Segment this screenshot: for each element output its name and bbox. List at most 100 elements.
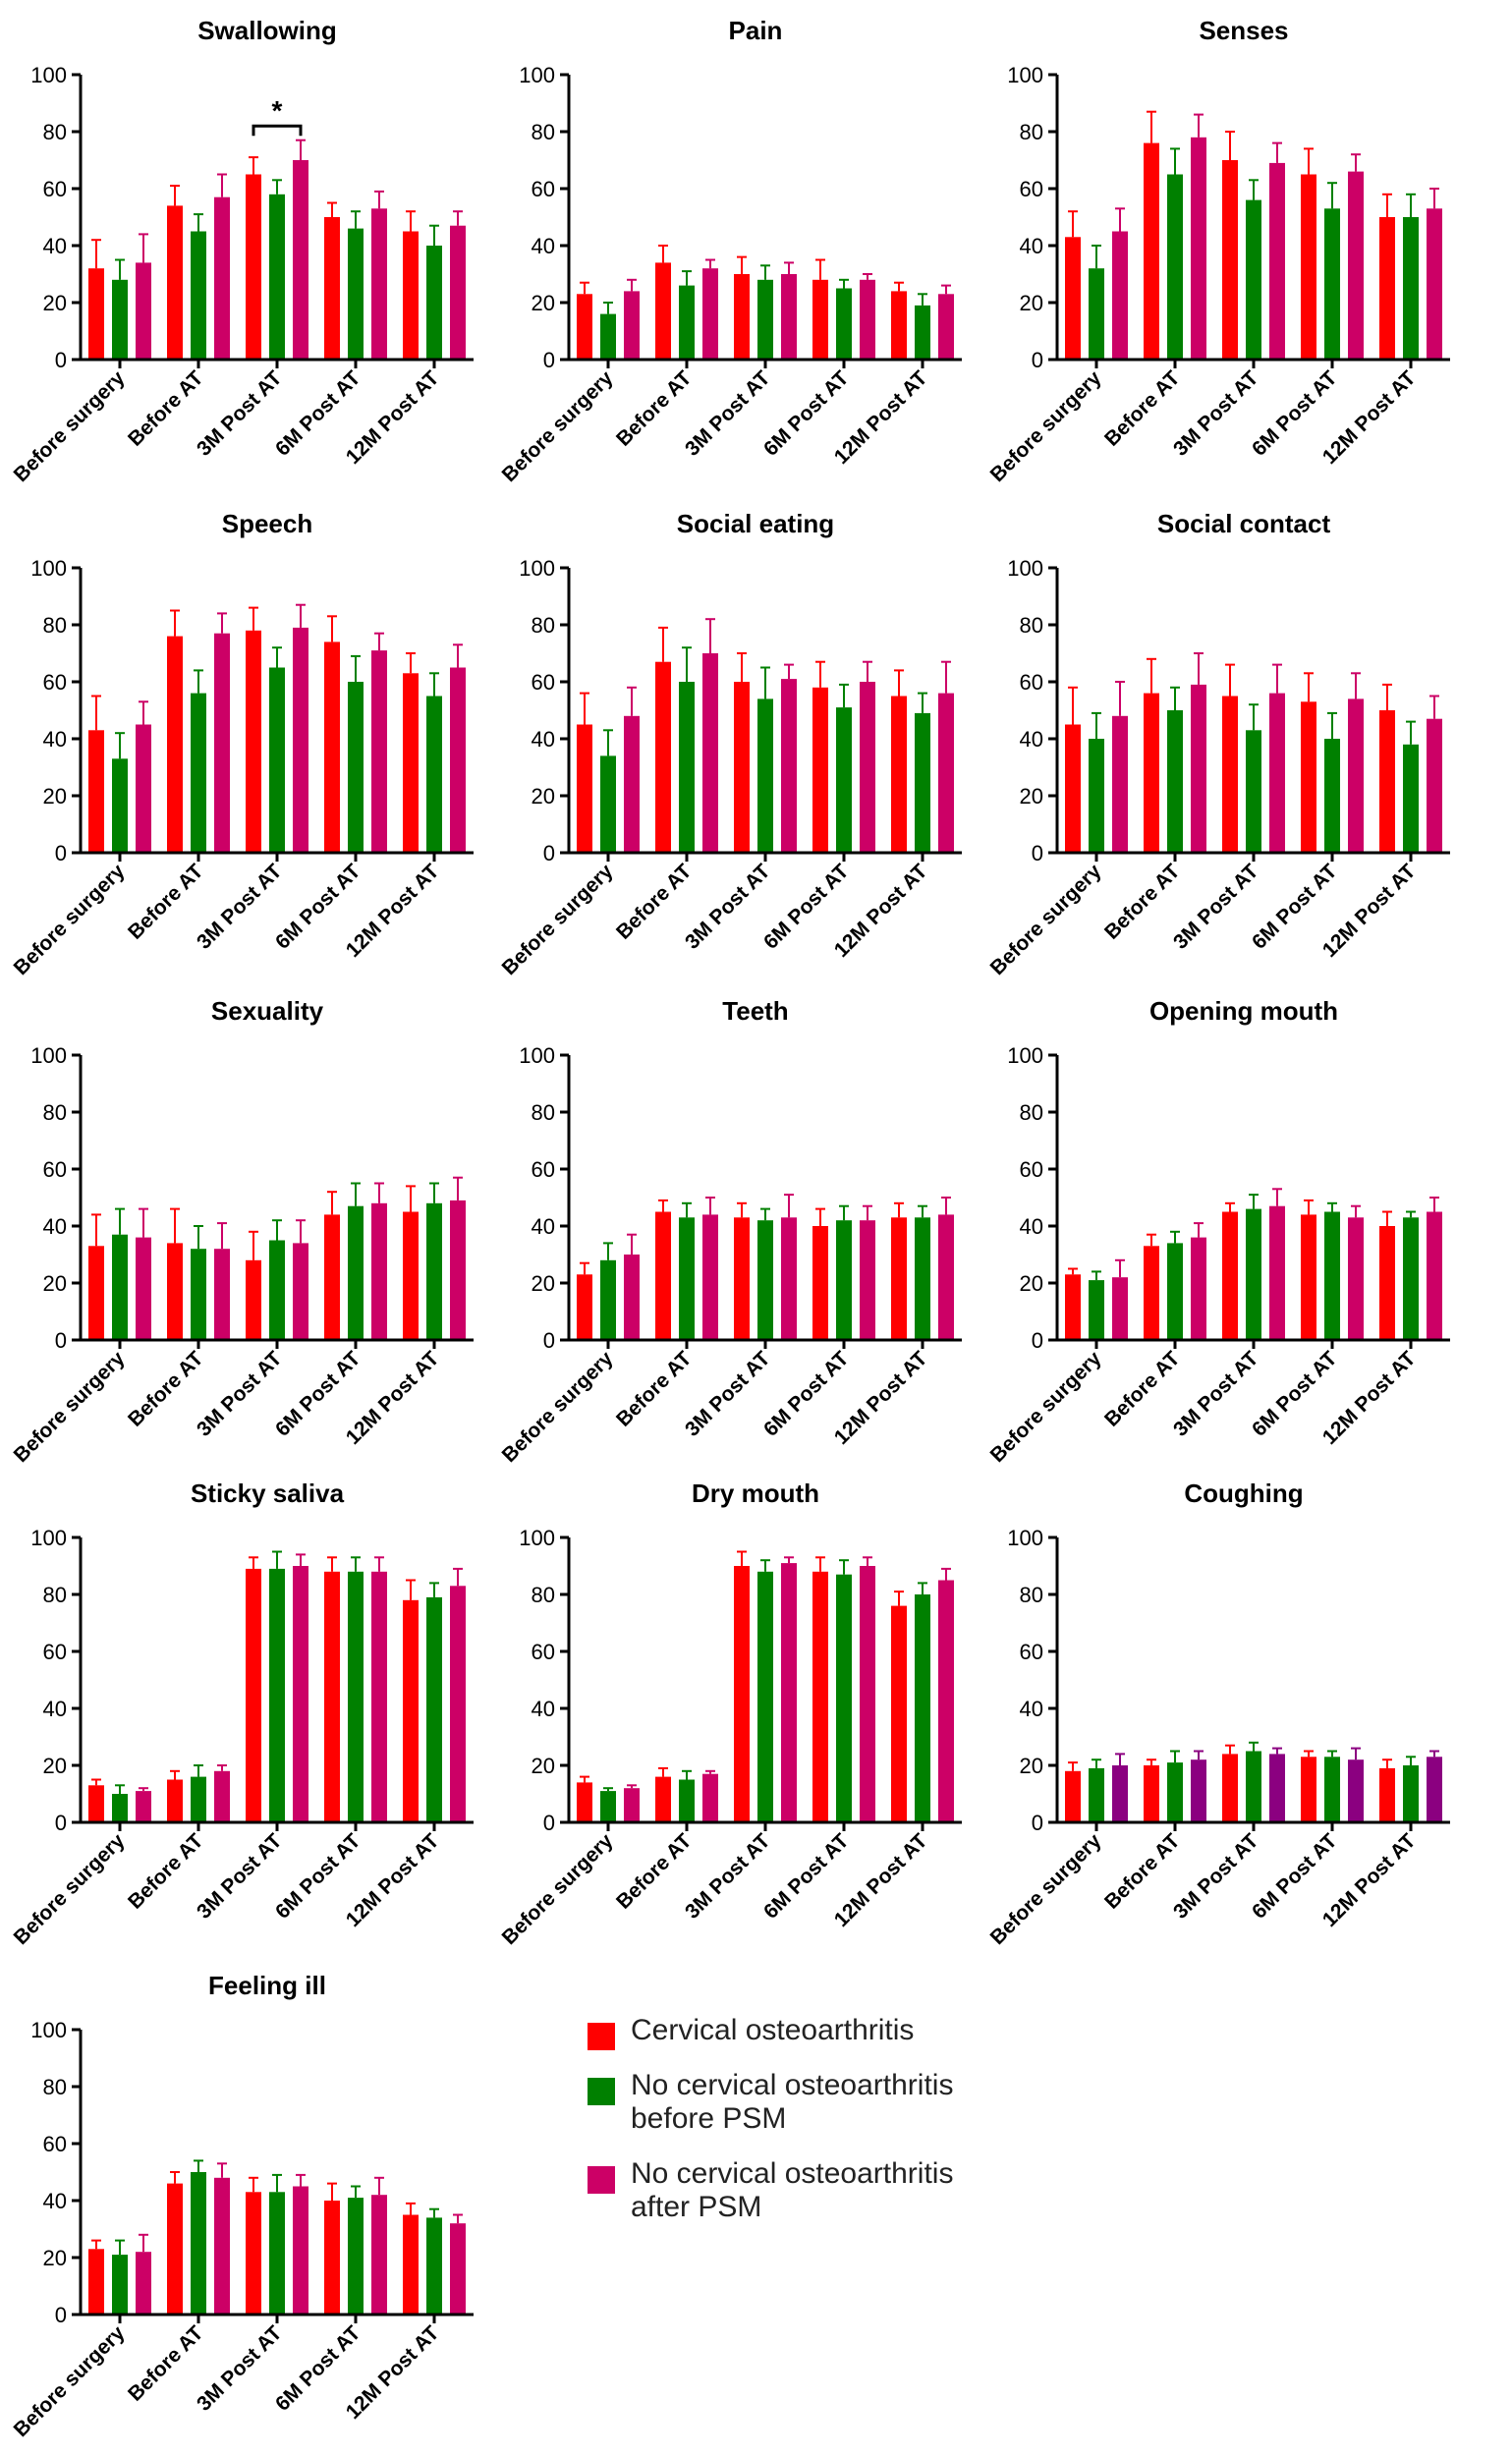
y-tick-label: 20 (532, 1754, 555, 1778)
x-tick-label: Before AT (1100, 366, 1185, 451)
bar (293, 2186, 308, 2315)
significance-bracket (252, 124, 303, 137)
bar (293, 160, 308, 360)
y-tick-label: 40 (1020, 1214, 1043, 1239)
y-tick-label: 100 (1007, 556, 1043, 581)
y-tick-label: 40 (43, 1214, 67, 1239)
y-tick-label: 40 (43, 2189, 67, 2213)
bar (600, 755, 616, 853)
bar (269, 2192, 285, 2315)
bar (191, 693, 206, 853)
bar (426, 1596, 442, 1822)
bar (938, 1214, 954, 1340)
x-tick-label: Before AT (124, 366, 208, 451)
x-tick-label: Before surgery (986, 860, 1106, 979)
bar (781, 1563, 797, 1822)
y-tick-label: 60 (43, 177, 67, 201)
bar (915, 1217, 930, 1340)
bar (450, 2223, 466, 2315)
bar (1324, 1211, 1340, 1340)
y-tick-label: 60 (532, 670, 555, 695)
bar (1324, 739, 1340, 853)
bar (1167, 1762, 1183, 1822)
legend: Cervical osteoarthritis No cervical oste… (580, 2014, 1071, 2246)
bar (269, 1568, 285, 1822)
bar (1144, 693, 1159, 853)
bar (860, 1220, 875, 1340)
bar (655, 262, 671, 360)
bar (1427, 1757, 1442, 1822)
y-tick-label: 0 (55, 1328, 67, 1353)
legend-item-cervical: Cervical osteoarthritis (580, 2014, 1071, 2050)
bar (624, 715, 640, 853)
bar (167, 1779, 183, 1822)
bar (655, 1776, 671, 1822)
legend-swatch-no-cervical-before-psm (588, 2078, 615, 2105)
y-tick-label: 40 (532, 1214, 555, 1239)
bar (702, 268, 718, 360)
x-tick-label: Before AT (124, 1829, 208, 1914)
x-tick-label: Before surgery (498, 366, 618, 486)
x-tick-label: Before AT (1100, 1829, 1185, 1914)
bar (836, 288, 852, 360)
bar (324, 217, 340, 360)
bar (426, 246, 442, 360)
bar (1167, 174, 1183, 360)
chart-title: Feeling ill (208, 1971, 326, 2000)
x-tick-label: Before surgery (10, 1347, 130, 1467)
bar (1112, 715, 1128, 853)
bar (191, 1776, 206, 1822)
legend-label-no-cervical-before-psm: No cervical osteoarthritis before PSM (631, 2069, 954, 2135)
bar (702, 653, 718, 853)
y-tick-label: 100 (30, 63, 67, 87)
bar (269, 194, 285, 360)
bar (450, 1586, 466, 1822)
y-tick-label: 100 (30, 1526, 67, 1550)
bar (371, 650, 387, 853)
bar (915, 305, 930, 360)
bar (860, 682, 875, 853)
bar (1222, 1754, 1238, 1822)
y-tick-label: 80 (532, 613, 555, 638)
bar (1191, 1759, 1206, 1822)
y-tick-label: 60 (1020, 177, 1043, 201)
x-tick-label: Before AT (612, 1347, 697, 1431)
y-tick-label: 0 (543, 348, 555, 372)
y-tick-label: 60 (532, 1640, 555, 1664)
bar (136, 1237, 151, 1340)
bar (655, 1211, 671, 1340)
bar (1403, 744, 1419, 853)
bar (403, 1211, 419, 1340)
x-tick-label: Before surgery (986, 1829, 1106, 1949)
bar (246, 630, 261, 853)
bar (1348, 698, 1364, 853)
bar (1301, 174, 1316, 360)
bar (734, 274, 750, 360)
chart-social-contact: Social contact 0 20 40 60 80 100 Before surgery… (986, 509, 1450, 979)
bar (624, 1788, 640, 1822)
bar (1427, 718, 1442, 853)
y-tick-label: 80 (43, 2075, 67, 2099)
bar (348, 228, 364, 360)
y-tick-label: 100 (1007, 1526, 1043, 1550)
bar (1222, 160, 1238, 360)
y-tick-label: 80 (43, 120, 67, 144)
bar (702, 1214, 718, 1340)
bar (836, 1220, 852, 1340)
x-tick-label: Before surgery (498, 860, 618, 979)
y-tick-label: 100 (30, 556, 67, 581)
bar (860, 279, 875, 360)
chart-swallowing: Swallowing 0 20 40 60 80 100 Before surgeryBefo… (10, 16, 474, 486)
y-tick-label: 100 (519, 1526, 555, 1550)
bar (655, 661, 671, 853)
y-tick-label: 40 (43, 727, 67, 752)
bar (167, 1243, 183, 1340)
bar (757, 1220, 773, 1340)
chart-title: Sticky saliva (191, 1479, 345, 1508)
bar (1269, 1205, 1285, 1340)
significance-star: * (272, 95, 283, 126)
y-tick-label: 80 (43, 613, 67, 638)
x-tick-label: Before surgery (986, 366, 1106, 486)
y-tick-label: 0 (1032, 1811, 1043, 1835)
